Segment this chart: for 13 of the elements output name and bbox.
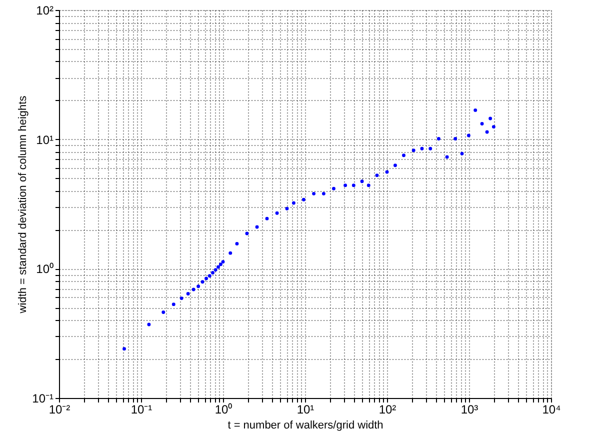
x-axis-title: t = number of walkers/grid width <box>228 420 384 432</box>
x-tick-label: 10⁻¹ <box>130 402 152 416</box>
x-tick-label: 10⁰ <box>214 402 232 416</box>
x-tick-label: 10⁻² <box>48 402 70 416</box>
x-tick-label: 10⁴ <box>542 402 561 416</box>
y-axis-title: width = standard deviation of column heights <box>17 95 30 314</box>
x-tick-label: 10² <box>378 402 396 416</box>
x-tick-label: 10³ <box>460 402 478 416</box>
y-tick-label: 10¹ <box>36 132 54 147</box>
y-tick-label: 10⁰ <box>36 262 54 276</box>
y-tick-label: 10⁻¹ <box>32 392 54 406</box>
y-tick-label: 10² <box>36 4 54 18</box>
x-tick-label: 10¹ <box>296 402 314 416</box>
